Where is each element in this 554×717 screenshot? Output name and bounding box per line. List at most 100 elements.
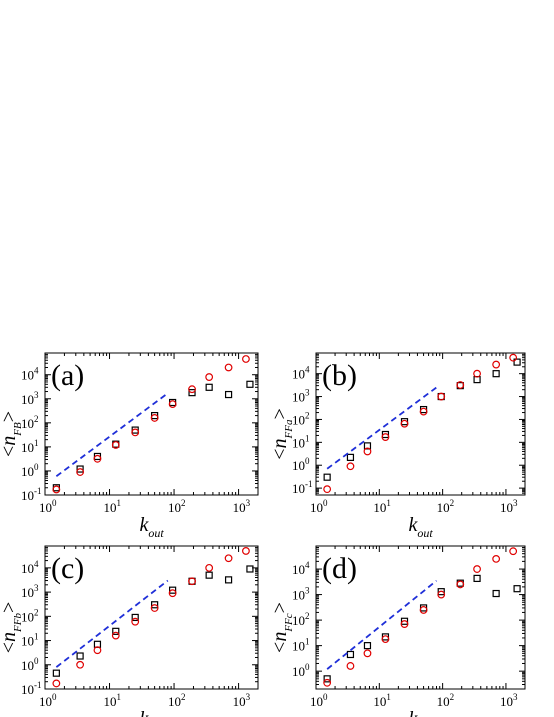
x-axis-label: kout [140,514,165,540]
x-tick-label: 100 [310,498,328,515]
data-point-circle [224,554,233,563]
y-tick-label: 101 [292,637,310,654]
y-tick-label: 103 [21,583,39,600]
data-point-square [246,380,254,388]
data-point-circle [437,392,446,401]
panel-3: 10010110210310-1100101102103104(c)kout<n… [0,545,259,717]
data-point-circle [111,631,120,640]
data-point-circle [168,400,177,409]
fit-line [55,579,169,668]
data-point-circle [52,679,61,688]
y-tick-label: 103 [292,388,310,405]
data-point-square [151,601,159,609]
data-point-circle [419,606,428,614]
data-point-circle [323,485,332,494]
data-point-circle [456,381,465,389]
panel-label: (d) [322,552,357,585]
data-point-circle [224,363,233,372]
data-point-circle [52,485,61,494]
data-point-square [363,642,372,650]
data-point-square [224,390,233,399]
x-axis-label: kout [409,708,434,717]
data-point-circle [492,360,501,369]
plot-frame [315,352,526,496]
x-tick-label: 102 [168,692,186,709]
data-point-circle [242,355,250,363]
data-point-circle [93,454,102,463]
y-tick-label: 100 [21,656,39,673]
y-axis-label: <nFB> [0,411,24,457]
panel-label: (b) [322,359,357,392]
x-tick-label: 101 [104,498,122,515]
x-tick-label: 103 [500,498,518,515]
data-point-circle [346,462,355,471]
x-tick-label: 101 [373,498,391,515]
y-tick-label: 104 [21,366,39,383]
x-tick-label: 102 [168,498,186,515]
y-tick-label: 100 [292,662,310,679]
fit-line [326,579,438,670]
data-point-circle [456,580,465,589]
data-point-circle [131,428,140,437]
fit-line [55,392,169,478]
data-point-circle [205,373,214,381]
data-point-circle [111,441,120,449]
data-point-square [169,586,177,594]
data-point-circle [437,590,446,599]
data-point-square [323,473,331,481]
data-point-circle [205,563,214,572]
x-tick-label: 103 [233,498,251,515]
data-point-circle [168,589,177,598]
y-axis-label: <nFFa> [269,408,295,460]
y-axis-label: <nFFb> [0,602,24,654]
data-point-circle [93,646,102,655]
data-point-circle [76,468,85,476]
data-point-circle [400,419,409,428]
data-point-square [112,627,120,635]
data-point-square [76,465,84,473]
x-tick-label: 103 [233,692,251,709]
data-point-circle [76,660,85,669]
data-point-circle [188,577,196,586]
data-point-circle [400,620,409,628]
panel-label: (a) [51,359,84,392]
data-point-square [224,576,233,584]
data-point-square [346,650,355,659]
data-point-square [437,588,445,596]
data-point-square [513,585,521,593]
data-point-square [363,442,372,450]
y-tick-label: 104 [292,560,310,577]
y-tick-label: 100 [292,456,310,473]
y-tick-label: 104 [21,559,39,576]
data-point-circle [473,565,481,573]
data-point-square [400,617,409,625]
y-tick-label: 100 [21,462,39,479]
x-tick-label: 100 [39,692,57,709]
data-point-circle [346,662,355,670]
y-axis-label: <nFFc> [269,602,295,653]
data-point-circle [381,433,390,441]
data-point-square [188,389,196,397]
data-point-square [381,430,390,439]
data-point-square [513,358,521,366]
y-tick-label: 103 [292,586,310,603]
data-point-square [492,589,500,598]
data-point-square [52,669,60,677]
data-point-square [76,652,84,660]
data-point-circle [473,369,481,378]
data-point-square [346,453,355,461]
data-point-circle [150,604,159,612]
y-tick-label: 104 [292,365,310,382]
data-point-circle [419,407,428,416]
data-point-circle [509,353,518,362]
x-tick-label: 100 [310,692,328,709]
data-point-square [473,574,481,583]
data-point-circle [131,617,140,626]
x-axis-label: kout [140,708,165,717]
x-tick-label: 101 [104,692,122,709]
data-point-circle [363,447,372,456]
data-point-circle [150,414,159,422]
